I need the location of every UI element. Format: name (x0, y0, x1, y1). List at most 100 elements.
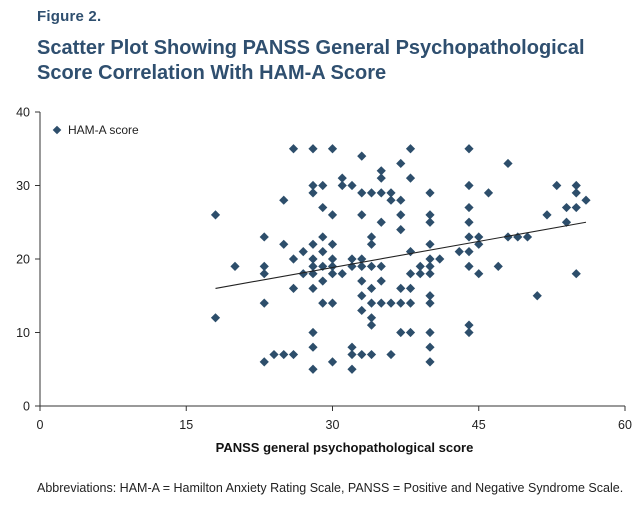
data-point (464, 144, 474, 154)
data-point (493, 261, 503, 271)
data-point (259, 261, 269, 271)
scatter-chart: 0 10 20 30 40 0 15 30 45 60 HAM-A score PANSS gen… (16, 106, 632, 456)
data-point (357, 210, 367, 220)
x-tick-label: 30 (326, 418, 340, 432)
data-point (347, 342, 357, 352)
data-point (396, 210, 406, 220)
data-point (464, 320, 474, 330)
data-point (210, 313, 221, 323)
data-point (327, 357, 338, 367)
data-point (230, 261, 240, 271)
data-point (522, 232, 533, 242)
y-tick-label: 40 (16, 106, 30, 120)
data-point (337, 180, 347, 191)
data-point (318, 232, 328, 242)
data-point (425, 269, 435, 279)
data-point (464, 232, 474, 242)
data-point (318, 298, 328, 308)
data-point (357, 349, 367, 360)
data-point (425, 298, 435, 308)
x-tick-label: 0 (37, 418, 44, 432)
data-point (376, 276, 386, 286)
data-point (279, 195, 289, 205)
data-point (366, 261, 377, 271)
data-point (210, 210, 221, 220)
data-point (366, 232, 377, 242)
data-point (259, 269, 269, 279)
data-point (327, 144, 338, 154)
data-point (376, 261, 386, 271)
data-point (396, 283, 406, 293)
data-point (386, 188, 396, 198)
data-point (366, 283, 377, 293)
data-point (425, 188, 435, 198)
data-point (327, 298, 338, 308)
data-point (357, 276, 367, 286)
data-point (308, 261, 318, 271)
data-point (464, 217, 474, 227)
data-point (571, 202, 581, 213)
data-point (357, 151, 367, 161)
data-point (347, 364, 357, 374)
y-tick-label: 10 (16, 326, 30, 340)
data-point (347, 180, 357, 191)
data-point (366, 239, 377, 249)
data-point (464, 180, 474, 191)
x-tick-label: 45 (472, 418, 486, 432)
data-point (318, 202, 328, 213)
figure-title: Scatter Plot Showing PANSS General Psych… (37, 37, 585, 84)
data-point (298, 269, 308, 279)
data-point (454, 247, 464, 257)
data-point (561, 202, 572, 213)
data-point (415, 261, 425, 271)
footnote: Abbreviations: HAM-A = Hamilton Anxiety … (37, 481, 624, 495)
data-point (386, 349, 396, 360)
data-point (386, 298, 396, 308)
data-point (425, 239, 435, 249)
data-point (298, 247, 308, 257)
data-point (464, 327, 474, 338)
data-point (396, 195, 406, 205)
chart-legend: HAM-A score (52, 123, 139, 137)
data-point (425, 291, 435, 301)
data-point (327, 269, 338, 279)
data-point (327, 254, 338, 264)
data-point (405, 247, 416, 257)
data-point (561, 217, 572, 227)
data-point (425, 210, 435, 220)
data-point (396, 225, 406, 235)
data-point (357, 305, 367, 316)
data-point (425, 327, 435, 338)
data-point (376, 173, 386, 183)
data-point (464, 261, 474, 271)
data-point (347, 254, 357, 264)
chart-ticks: 0 10 20 30 40 0 15 30 45 60 (16, 106, 632, 433)
data-point (347, 349, 357, 360)
data-point (357, 291, 367, 301)
data-point (405, 327, 416, 338)
data-point (308, 144, 318, 154)
data-point (259, 232, 269, 242)
y-tick-label: 0 (23, 400, 30, 414)
data-point (308, 180, 318, 191)
data-point (376, 188, 386, 198)
x-tick-label: 60 (618, 418, 632, 432)
data-point (396, 298, 406, 308)
data-point (318, 180, 328, 191)
data-point (259, 298, 269, 308)
x-axis-title: PANSS general psychopathological score (216, 440, 474, 455)
data-point (279, 349, 289, 360)
data-point (366, 349, 377, 360)
data-point (532, 291, 542, 301)
data-point (308, 239, 318, 249)
data-point (366, 313, 377, 323)
data-point (366, 188, 377, 198)
data-point (308, 342, 318, 352)
data-point (337, 269, 347, 279)
data-point (464, 202, 474, 213)
data-point (327, 210, 338, 220)
legend-label: HAM-A score (68, 123, 139, 137)
data-point (308, 283, 318, 293)
data-point (425, 357, 435, 367)
data-point (503, 232, 513, 242)
